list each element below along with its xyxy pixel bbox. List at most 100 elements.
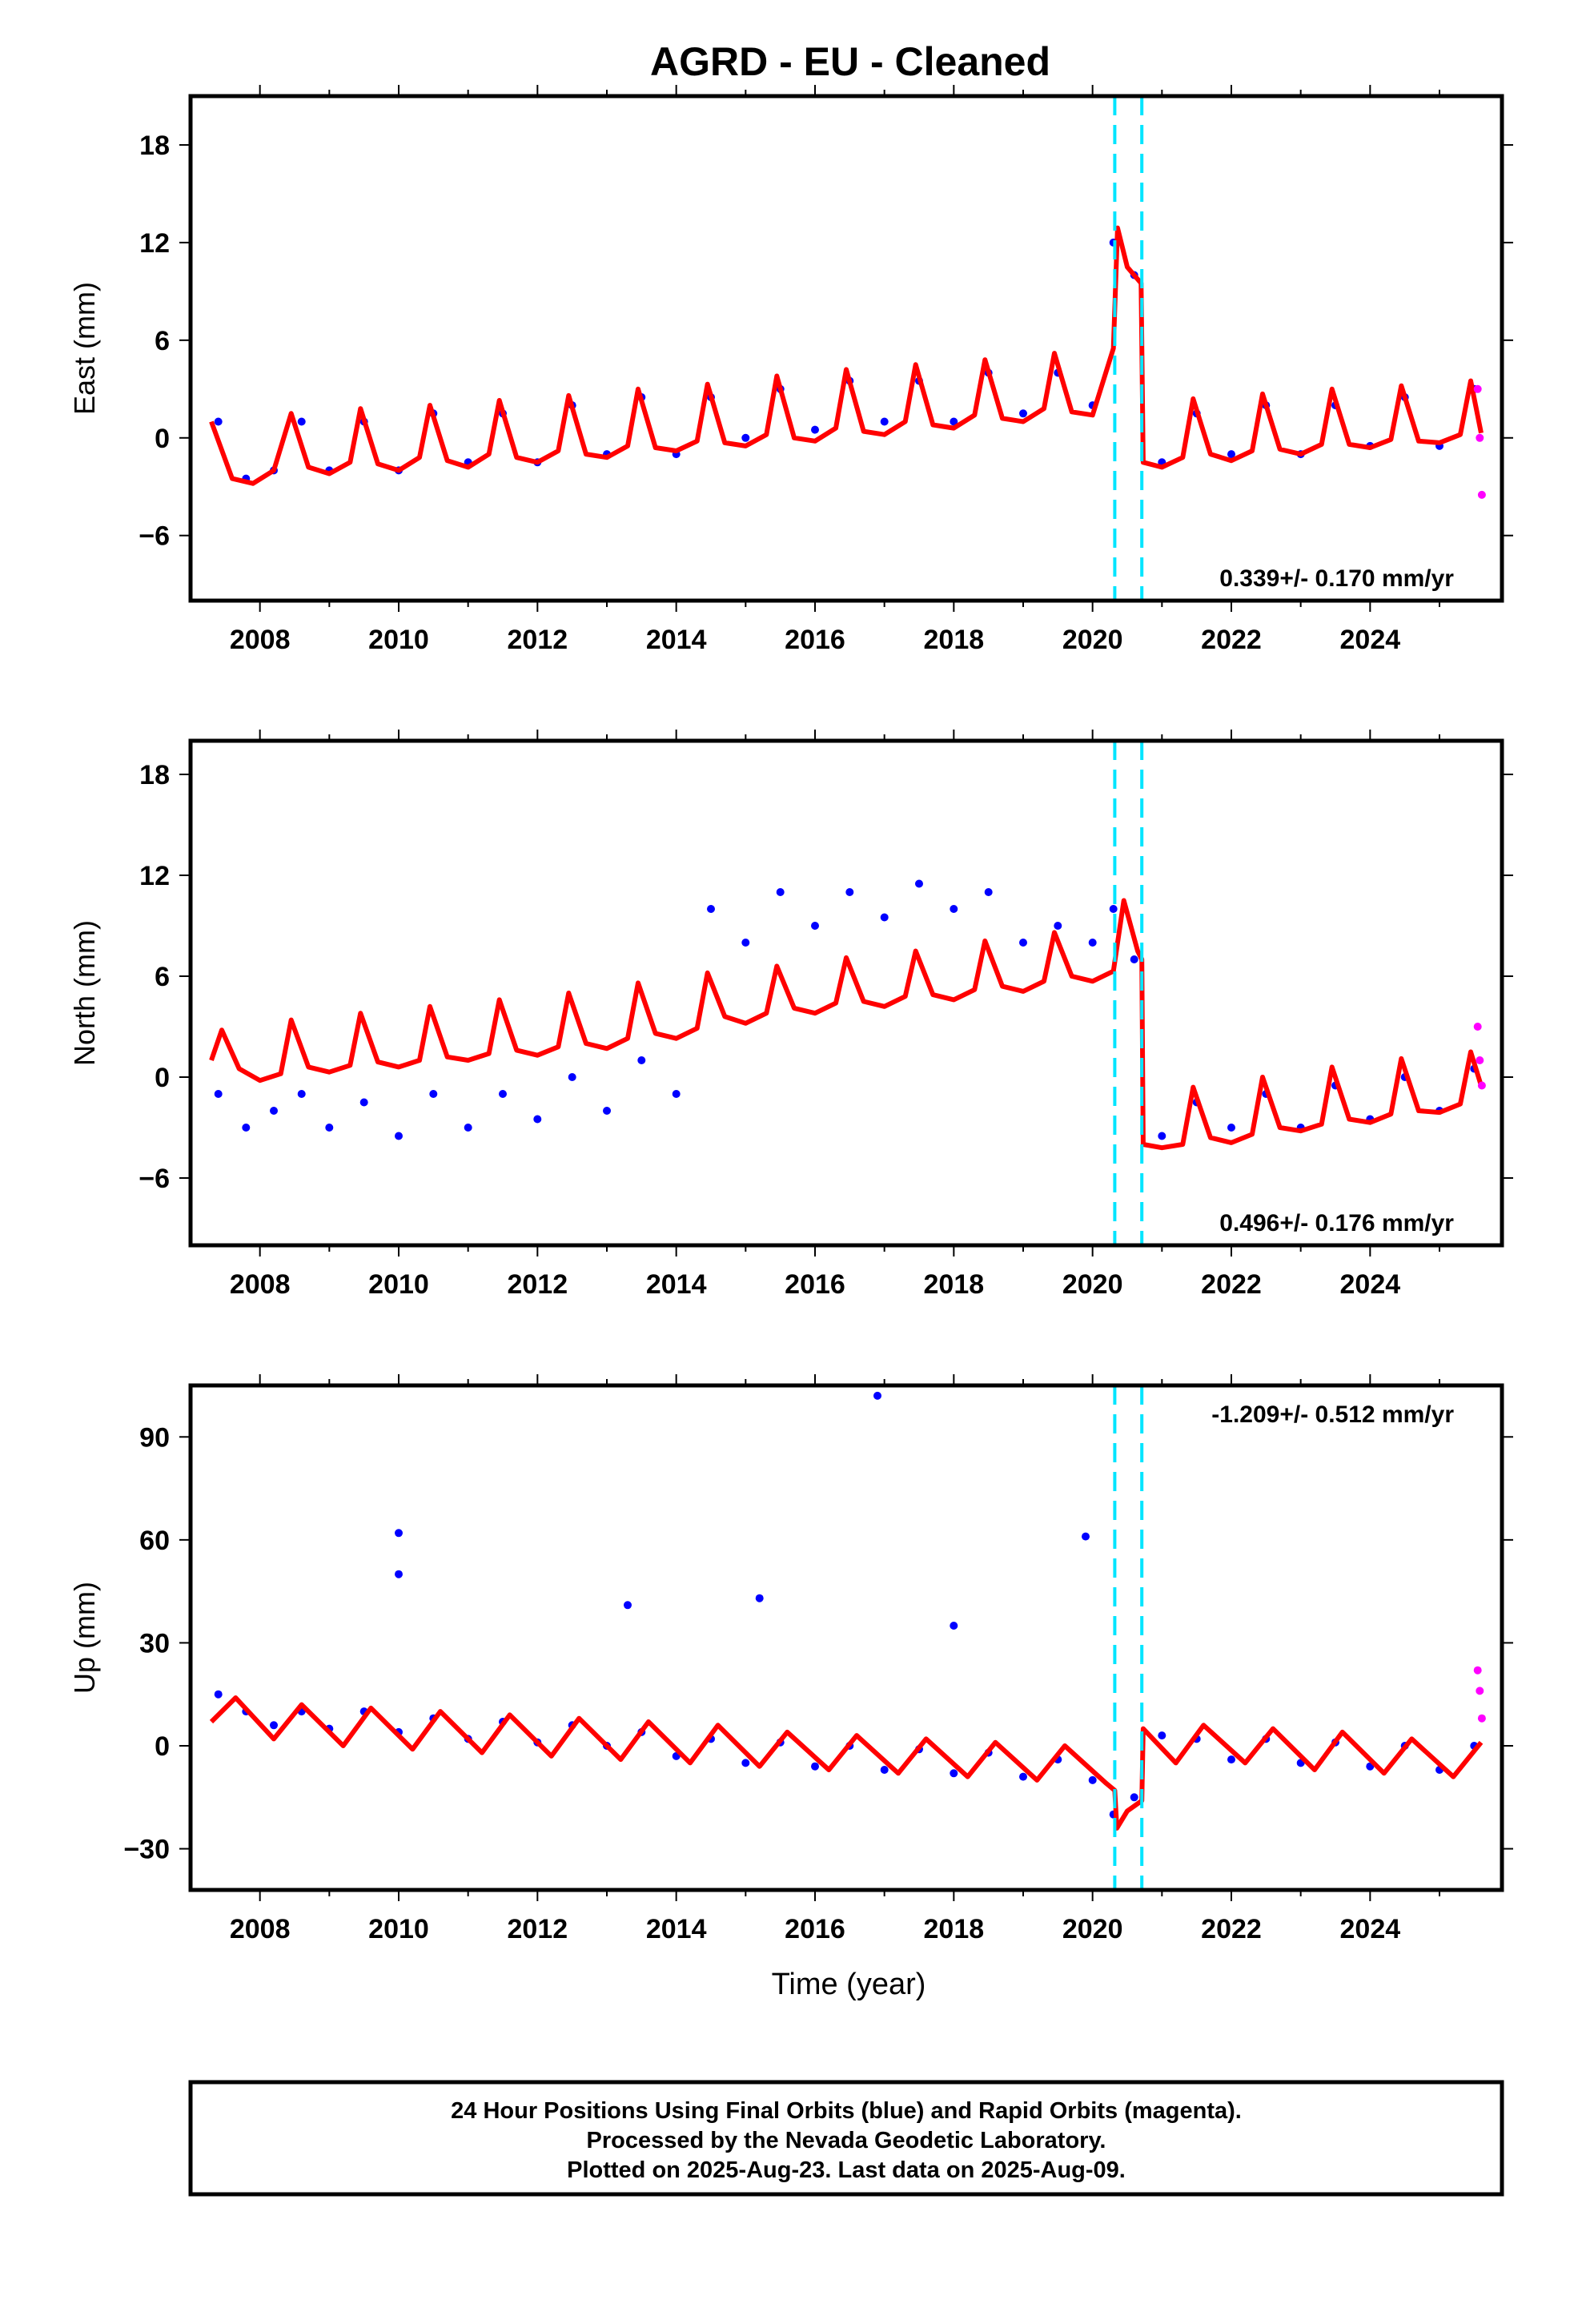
data-point [915, 879, 923, 888]
data-point [1158, 1731, 1166, 1740]
data-point [776, 888, 785, 896]
x-tick-label: 2022 [1201, 1269, 1262, 1300]
rate-label: 0.496+/- 0.176 mm/yr [1219, 1210, 1454, 1236]
x-tick-label: 2024 [1340, 1914, 1401, 1944]
y-tick-label: 0 [155, 424, 170, 454]
data-point [1130, 1793, 1138, 1802]
data-point [297, 1090, 306, 1098]
rapid-point [1477, 1714, 1486, 1723]
data-point [395, 1132, 403, 1140]
data-point [1130, 955, 1138, 963]
plot-area [209, 741, 1486, 1245]
rapid-orbit-points [1473, 1666, 1486, 1723]
y-tick-label: 6 [155, 962, 170, 992]
y-tick-label: 0 [155, 1063, 170, 1093]
data-point [873, 1391, 881, 1400]
data-point [395, 1529, 403, 1538]
rapid-point [1473, 384, 1482, 393]
y-axis-label: East (mm) [68, 282, 101, 415]
rapid-point [1473, 1023, 1482, 1031]
data-point [811, 425, 819, 434]
data-point [242, 1124, 251, 1132]
data-point [395, 1570, 403, 1578]
final-orbit-points [214, 879, 1479, 1140]
rapid-orbit-points [1473, 384, 1486, 499]
panel-north: 2008 2010 2012 2014 2016 2018 2020 2022 2024 −6 0 6… [68, 730, 1513, 1300]
x-tick-label: 2022 [1201, 1914, 1262, 1944]
model-fit-line [209, 225, 1484, 486]
plot-area [209, 1385, 1486, 1890]
panel-frame [188, 1383, 1504, 1892]
rapid-point [1476, 1056, 1484, 1064]
data-point [1019, 939, 1027, 947]
data-point [1019, 1772, 1027, 1781]
panel-east: 2008 2010 2012 2014 2016 2018 2020 2022 2024 −6 0 6… [68, 85, 1513, 655]
footer-frame [188, 2080, 1504, 2197]
rapid-point [1477, 490, 1486, 499]
data-point [499, 1090, 507, 1098]
footer-line-2: Processed by the Nevada Geodetic Laborat… [587, 2128, 1106, 2153]
x-tick-label: 2018 [924, 1914, 985, 1944]
data-point [1088, 1775, 1097, 1784]
x-tick-label: 2008 [230, 1269, 291, 1300]
x-tick-label: 2016 [785, 625, 845, 655]
data-point [984, 888, 993, 896]
data-point [880, 1766, 889, 1774]
data-point [1109, 905, 1118, 913]
data-point [464, 1124, 472, 1132]
x-tick-label: 2008 [230, 1914, 291, 1944]
data-point [624, 1601, 632, 1610]
x-tick-label: 2018 [924, 625, 985, 655]
y-tick-label: 30 [139, 1628, 170, 1659]
x-tick-label: 2010 [368, 625, 429, 655]
x-tick-label: 2020 [1062, 1914, 1123, 1944]
data-point [950, 1769, 958, 1778]
data-point [359, 1098, 368, 1107]
rapid-orbit-points [1473, 1023, 1486, 1090]
y-tick-label: 18 [139, 131, 170, 161]
x-tick-label: 2016 [785, 1269, 845, 1300]
data-point [1227, 1124, 1235, 1132]
data-point [845, 888, 854, 896]
data-point [214, 1090, 223, 1098]
data-point [950, 905, 958, 913]
data-point [741, 433, 750, 442]
y-tick-label: 12 [139, 861, 170, 891]
data-point [603, 1107, 611, 1115]
footer-line-3: Plotted on 2025-Aug-23. Last data on 202… [567, 2157, 1126, 2183]
data-point [950, 417, 958, 426]
data-point [811, 922, 819, 930]
x-tick-label: 2012 [508, 1914, 568, 1944]
model-fit-line [209, 1695, 1484, 1831]
rapid-point [1476, 433, 1484, 442]
rapid-point [1477, 1081, 1486, 1090]
data-point [214, 1690, 223, 1699]
data-point [880, 913, 889, 922]
y-tick-label: −6 [139, 1164, 170, 1194]
data-point [1082, 1532, 1090, 1541]
y-axis-label: North (mm) [68, 920, 101, 1066]
data-point [741, 1759, 750, 1767]
data-point [811, 1762, 819, 1771]
y-tick-label: 0 [155, 1731, 170, 1762]
x-tick-label: 2014 [646, 1914, 707, 1944]
data-point [950, 1622, 958, 1630]
panel-frame [188, 94, 1504, 603]
x-tick-label: 2010 [368, 1269, 429, 1300]
data-point [755, 1594, 764, 1602]
rate-label: -1.209+/- 0.512 mm/yr [1211, 1401, 1454, 1428]
x-tick-label: 2012 [508, 1269, 568, 1300]
x-tick-label: 2014 [646, 625, 707, 655]
x-tick-label: 2018 [924, 1269, 985, 1300]
y-tick-label: 12 [139, 228, 170, 259]
rapid-point [1473, 1666, 1482, 1675]
footer-line-1: 24 Hour Positions Using Final Orbits (bl… [451, 2098, 1242, 2124]
data-point [297, 417, 306, 426]
chart-title: AGRD - EU - Cleaned [650, 39, 1050, 84]
y-tick-label: −6 [139, 521, 170, 552]
data-point [672, 1090, 681, 1098]
x-tick-label: 2022 [1201, 625, 1262, 655]
x-tick-label: 2010 [368, 1914, 429, 1944]
panel-frame [188, 738, 1504, 1248]
